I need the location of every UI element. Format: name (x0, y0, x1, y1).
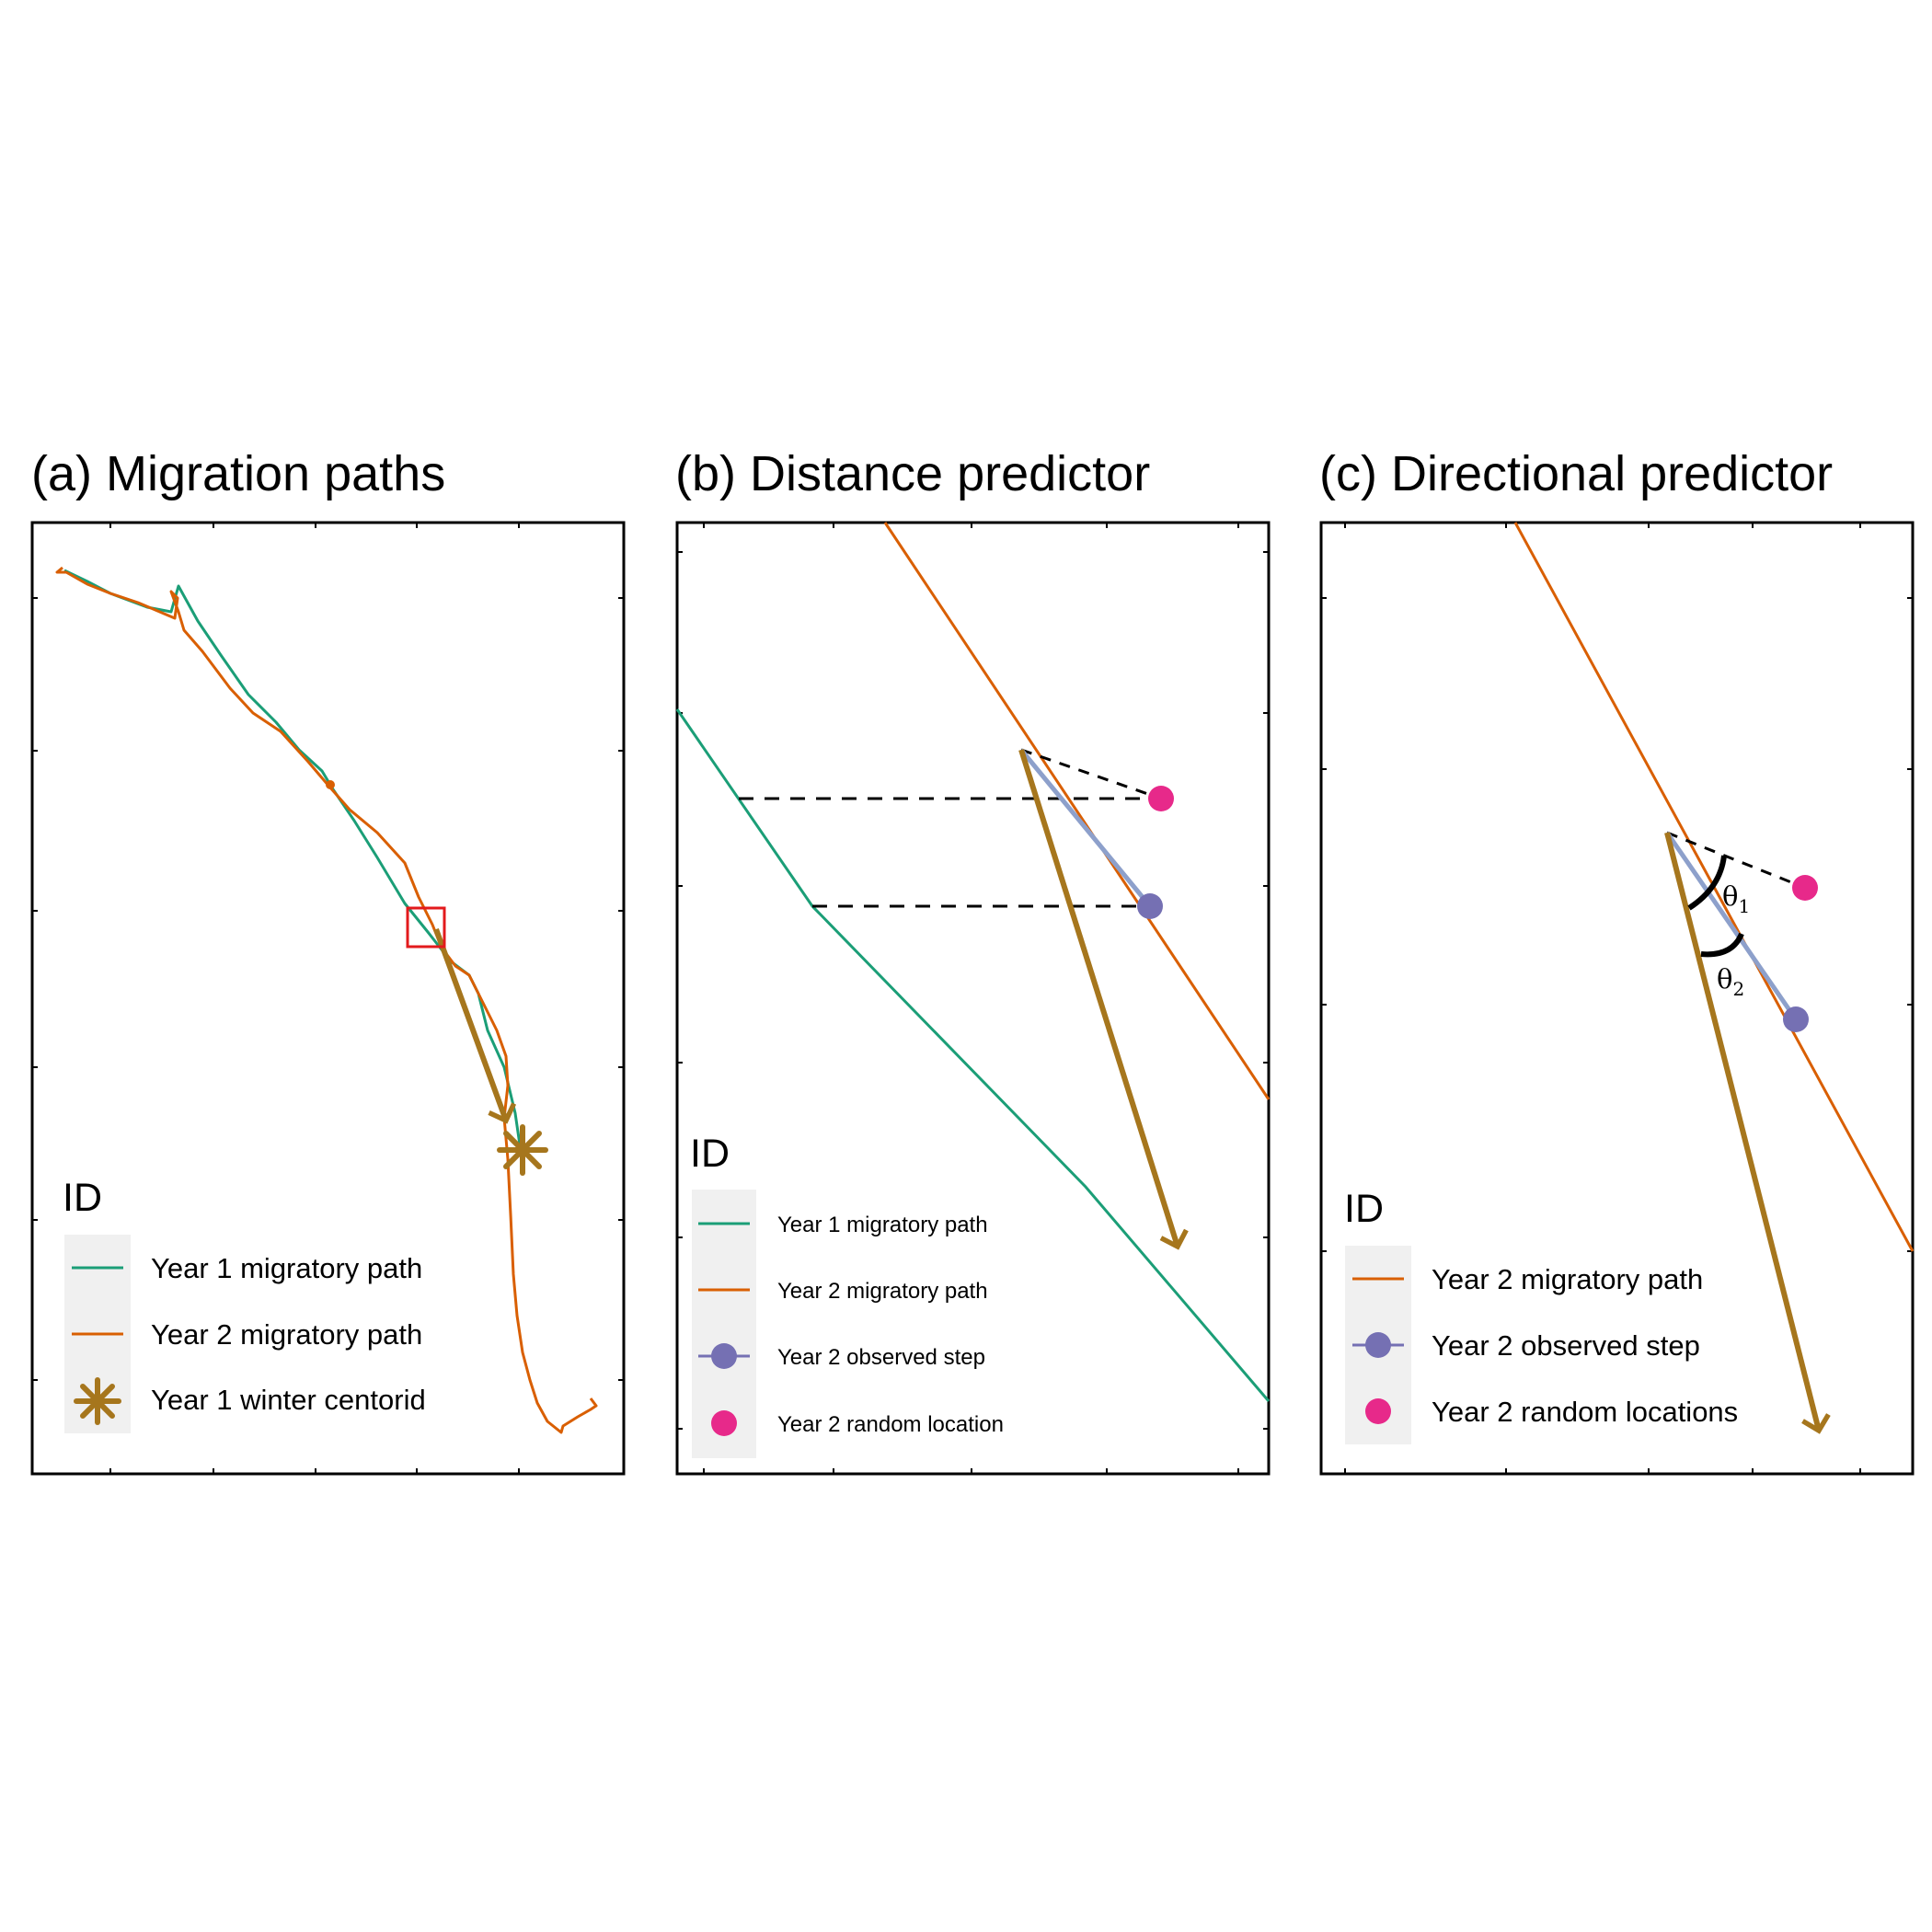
legend-key-random-location (1365, 1398, 1391, 1424)
panel-a: (a) Migration paths (30, 446, 626, 1476)
panel-b: (b) Distance predictor (675, 446, 1271, 1476)
legend-label: Year 2 random locations (1432, 1396, 1738, 1428)
panel-a-legend: ID Year 1 migratory path Year 2 migrator… (63, 1176, 426, 1433)
legend-label: Year 2 migratory path (151, 1318, 422, 1351)
theta2-label: θ2 (1717, 963, 1744, 1000)
observed-step-line (1664, 831, 1799, 1021)
legend-key-asterisk-icon (74, 1377, 121, 1425)
legend-label: Year 2 random location (777, 1412, 1004, 1437)
panel-b-legend: ID Year 1 migratory path Year 2 migrator… (690, 1132, 1004, 1458)
zoom-highlight-box (406, 906, 446, 949)
legend-label: Year 2 observed step (1432, 1329, 1700, 1362)
panel-a-title: (a) Migration paths (31, 446, 445, 501)
legend-label: Year 2 migratory path (777, 1279, 988, 1304)
legend-key-random-location (711, 1410, 737, 1436)
observed-step-line (1019, 748, 1152, 908)
step-to-random-line (1020, 748, 1162, 800)
panel-c: (c) Directional predictor θ1 θ2 (1319, 446, 1915, 1476)
legend-label: Year 2 migratory path (1432, 1263, 1703, 1295)
legend-key-observed-step-point (711, 1343, 737, 1369)
panel-b-frame (675, 521, 1271, 1476)
panel-a-legend-title: ID (63, 1176, 102, 1220)
legend-key-observed-step-point (1365, 1332, 1391, 1358)
legend-label: Year 1 migratory path (777, 1213, 988, 1237)
step-to-random-line (1666, 831, 1806, 890)
winter-centroid-arrow (433, 927, 517, 1124)
panel-b-legend-title: ID (690, 1132, 730, 1176)
legend-label: Year 2 observed step (777, 1345, 985, 1370)
panel-c-title: (c) Directional predictor (1319, 446, 1833, 501)
theta1-label: θ1 (1722, 880, 1750, 917)
panel-c-legend-title: ID (1344, 1187, 1384, 1231)
random-location-point (1792, 875, 1818, 901)
panel-a-ticks (32, 523, 624, 1474)
legend-label: Year 1 migratory path (151, 1252, 422, 1284)
theta1-angle-arc (1687, 855, 1727, 911)
theta2-angle-arc (1700, 932, 1744, 958)
year1-migratory-path (675, 708, 1271, 1402)
legend-label: Year 1 winter centorid (151, 1384, 426, 1416)
panel-c-frame (1319, 521, 1915, 1476)
year2-path-knot (326, 780, 335, 789)
year2-migratory-path (55, 566, 598, 1434)
panel-b-title: (b) Distance predictor (675, 446, 1150, 501)
winter-centroid-asterisk-icon (497, 1124, 548, 1176)
panel-c-ticks (1321, 523, 1913, 1474)
panel-a-frame (30, 521, 626, 1476)
year1-migratory-path (63, 569, 523, 1158)
panel-b-ticks (677, 523, 1269, 1474)
year2-migratory-path (883, 522, 1271, 1100)
random-location-point (1148, 786, 1174, 811)
panel-c-legend: ID Year 2 migratory path Year 2 observed… (1344, 1187, 1738, 1444)
observed-step-point (1783, 1006, 1809, 1032)
winter-centroid-arrow (1018, 749, 1189, 1250)
observed-step-point (1137, 893, 1163, 919)
winter-centroid-arrow (1664, 832, 1831, 1434)
